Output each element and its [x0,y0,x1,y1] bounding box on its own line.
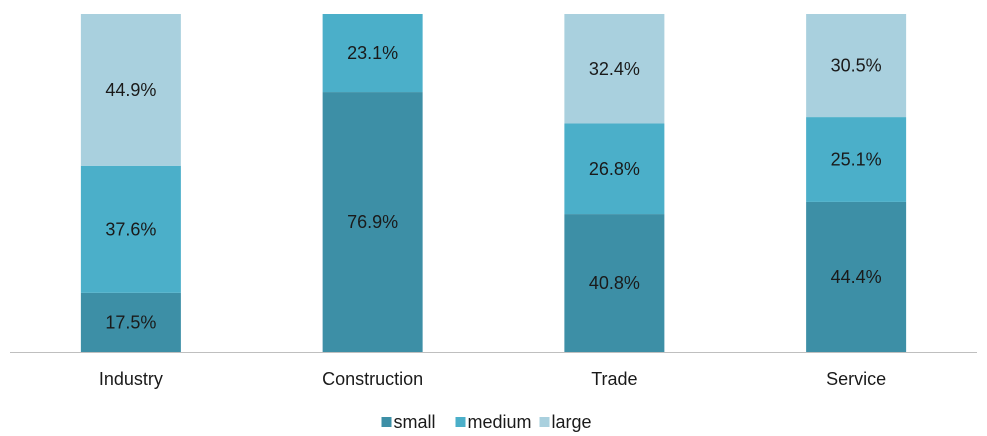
value-label-industry-small: 17.5% [105,312,156,332]
value-label-service-large: 30.5% [831,56,882,76]
bars-layer [80,14,907,352]
bar-service-large [806,14,907,118]
value-labels-layer: 17.5% 37.6% 44.9% 76.9% 23.1% 40.8% 26.8% 32.4%… [105,43,881,332]
category-label-construction: Construction [322,369,423,389]
category-label-service: Service [826,369,886,389]
category-label-industry: Industry [99,369,163,389]
value-label-industry-medium: 37.6% [105,219,156,239]
value-label-construction-medium: 23.1% [347,43,398,63]
value-label-service-small: 44.4% [831,267,882,287]
bar-trade-medium [564,123,665,215]
value-label-trade-medium: 26.8% [589,159,640,179]
bar-industry-small [80,292,181,352]
bar-industry-large [80,14,181,166]
value-label-trade-small: 40.8% [589,273,640,293]
legend-swatch-medium [455,417,466,427]
category-label-trade: Trade [591,369,637,389]
bar-construction-small [322,92,423,352]
value-label-service-medium: 25.1% [831,150,882,170]
bar-trade-large [564,14,665,124]
bar-service-small [806,201,907,352]
bar-construction-medium [322,14,423,93]
bar-trade-small [564,214,665,352]
legend-swatch-large [539,417,550,427]
legend: small medium large [381,412,592,432]
legend-swatch-small [381,417,392,427]
legend-label-medium: medium [468,412,532,432]
legend-label-small: small [394,412,436,432]
legend-label-large: large [552,412,592,432]
bar-industry-medium [80,165,181,293]
bar-service-medium [806,117,907,202]
value-label-construction-small: 76.9% [347,212,398,232]
value-label-industry-large: 44.9% [105,80,156,100]
value-label-trade-large: 32.4% [589,59,640,79]
category-labels-layer: Industry Construction Trade Service [99,369,886,389]
